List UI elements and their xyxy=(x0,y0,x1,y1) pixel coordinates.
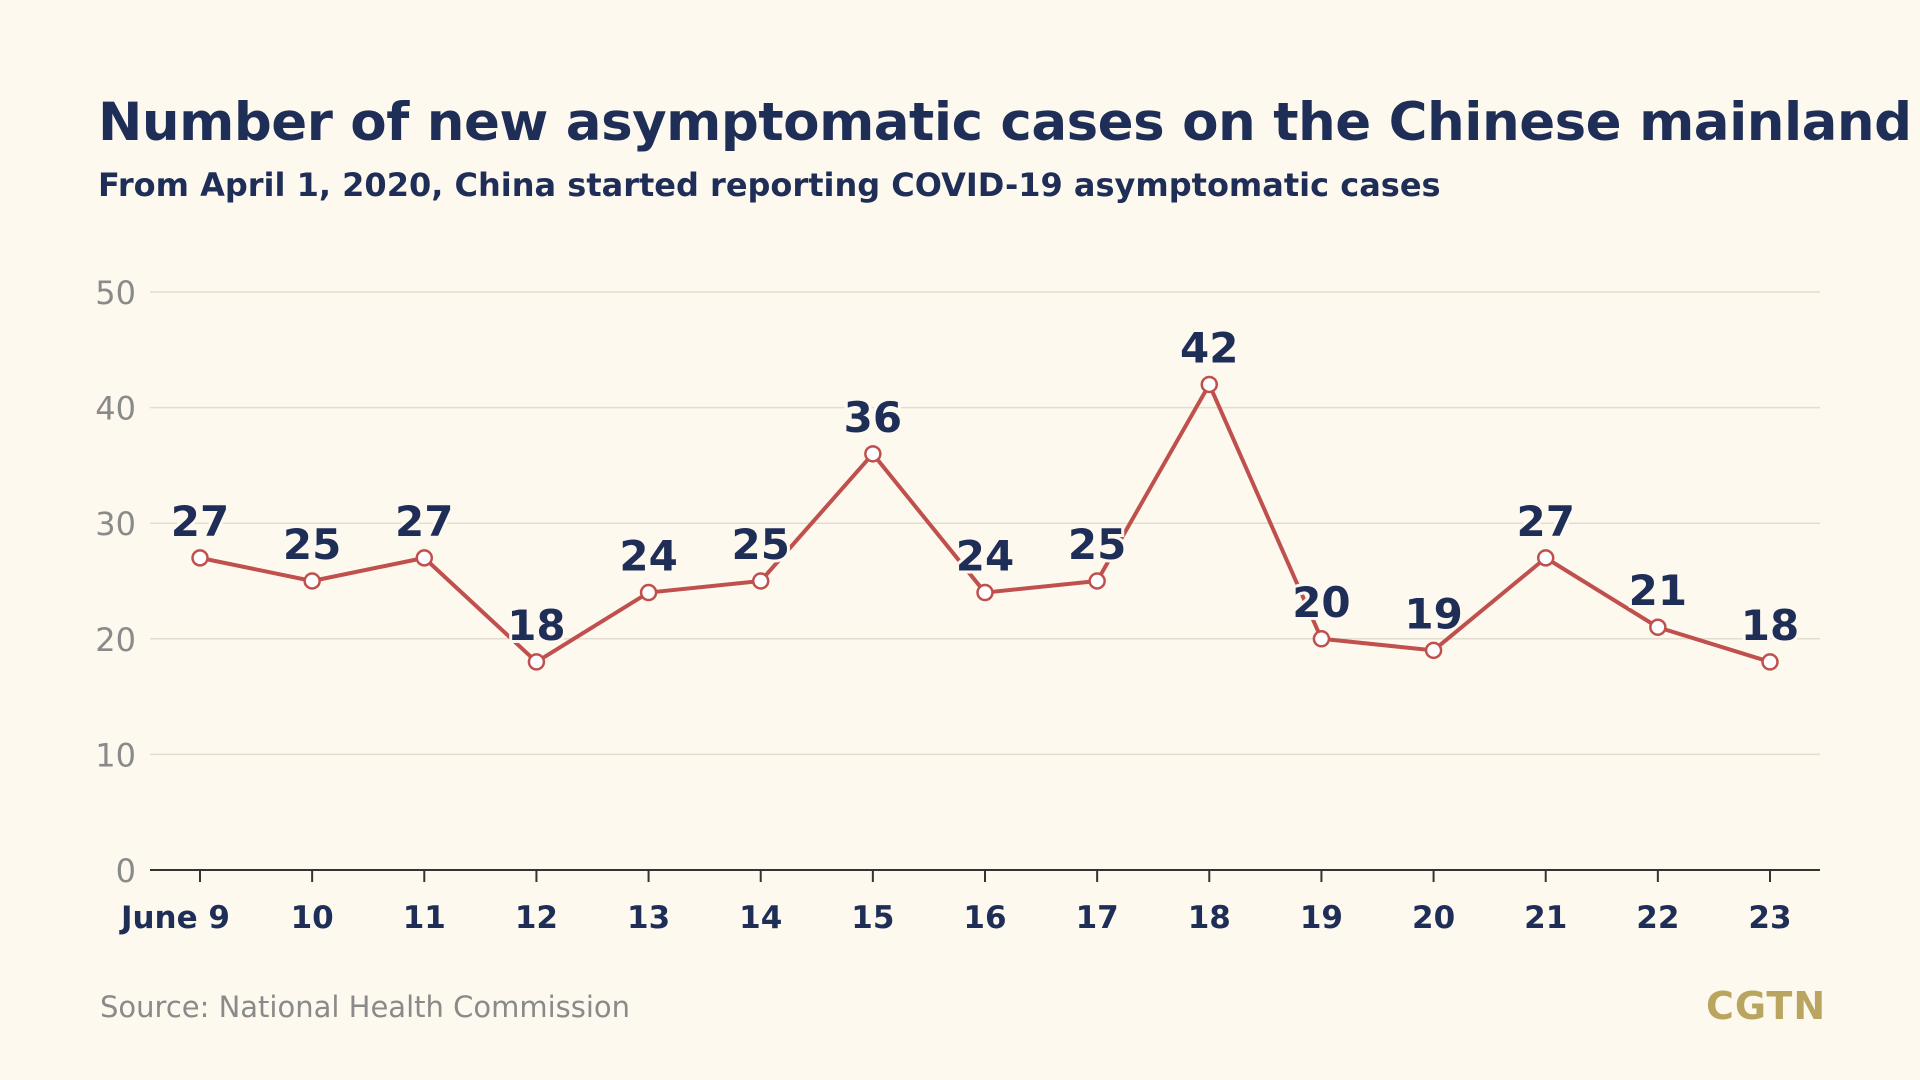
data-point xyxy=(1536,549,1555,567)
data-point xyxy=(1424,641,1443,660)
data-label: 24 xyxy=(956,532,1014,581)
data-point xyxy=(191,549,209,567)
x-tick-label: 15 xyxy=(851,900,894,936)
source-note: Source: National Health Commission xyxy=(100,990,631,1024)
x-tick-label: 14 xyxy=(739,900,782,936)
x-tick-label: 22 xyxy=(1636,900,1679,936)
data-point xyxy=(751,572,770,590)
data-label: 27 xyxy=(1516,497,1574,546)
y-tick-label: 20 xyxy=(95,621,136,659)
data-point xyxy=(639,583,658,602)
data-label: 18 xyxy=(507,601,565,650)
x-tick-label: 11 xyxy=(403,900,446,936)
x-tick-label: 10 xyxy=(291,900,334,936)
x-tick-label: 17 xyxy=(1076,900,1119,936)
data-label: 25 xyxy=(283,520,341,569)
x-axis: June 9 10 11 12 13 14 15 16 17 18 19 20 21 22 23 xyxy=(119,869,1820,936)
data-label: 21 xyxy=(1629,566,1687,615)
y-axis: 0 10 20 30 40 50 xyxy=(95,274,136,890)
data-label: 20 xyxy=(1292,578,1350,627)
data-label: 24 xyxy=(619,532,677,581)
data-point xyxy=(1200,375,1219,394)
data-point xyxy=(1649,618,1667,636)
x-tick-label: June 9 xyxy=(119,900,230,936)
x-tick-label: 23 xyxy=(1748,900,1791,936)
data-point xyxy=(1761,653,1779,671)
x-tick-label: 12 xyxy=(515,900,558,936)
data-point xyxy=(527,653,546,671)
data-label: 19 xyxy=(1404,589,1462,638)
x-tick-label: 16 xyxy=(963,900,1006,936)
data-point xyxy=(864,445,882,463)
y-tick-label: 40 xyxy=(95,390,136,428)
data-label: 18 xyxy=(1741,601,1799,650)
grid-layer xyxy=(150,291,1820,756)
y-tick-label: 50 xyxy=(95,274,136,312)
data-point xyxy=(1088,572,1106,590)
data-point xyxy=(303,572,321,590)
y-tick-label: 0 xyxy=(116,852,136,890)
cgtn-logo: CGTN xyxy=(1706,984,1827,1028)
data-label: 25 xyxy=(731,520,789,569)
x-tick-label: 21 xyxy=(1524,900,1567,936)
x-tick-label: 20 xyxy=(1412,900,1455,936)
chart-title: Number of new asymptomatic cases on the … xyxy=(98,92,1912,153)
data-label: 27 xyxy=(171,497,229,546)
data-label: 25 xyxy=(1068,520,1126,569)
data-point xyxy=(415,549,434,567)
data-point xyxy=(1312,630,1331,648)
data-label: 36 xyxy=(844,393,902,442)
data-label: 27 xyxy=(395,497,453,546)
data-points xyxy=(191,375,1779,671)
chart-subtitle: From April 1, 2020, China started report… xyxy=(98,166,1441,204)
data-label: 42 xyxy=(1180,323,1238,372)
x-tick-label: 19 xyxy=(1300,900,1343,936)
data-labels: 27 25 27 18 24 25 36 24 25 42 20 19 27 21 18 xyxy=(168,320,1802,652)
y-tick-label: 10 xyxy=(95,736,136,774)
x-tick-label: 13 xyxy=(627,900,670,936)
data-point xyxy=(976,583,994,602)
x-tick-label: 18 xyxy=(1188,900,1231,936)
y-tick-label: 30 xyxy=(95,505,136,543)
